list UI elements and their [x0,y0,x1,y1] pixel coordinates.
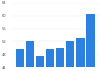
Bar [56,48,64,71]
Bar [16,49,24,71]
Bar [76,38,84,71]
Bar [66,41,74,71]
Bar [36,56,44,71]
Bar [26,41,34,71]
Bar [86,14,95,71]
Bar [46,49,54,71]
